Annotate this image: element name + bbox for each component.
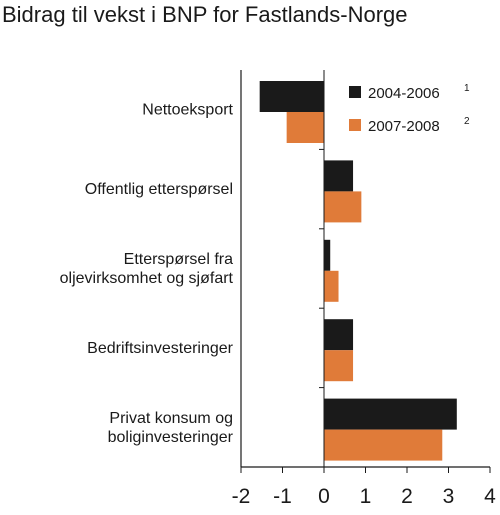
legend-label: 2007-2008 <box>368 118 440 135</box>
bar-series2 <box>324 350 354 382</box>
category-label: Etterspørsel fra <box>124 251 233 268</box>
x-tick-label: -1 <box>273 485 292 508</box>
bar-series2 <box>286 112 324 143</box>
legend-footnote-marker: 1 <box>464 83 470 94</box>
legend-label: 2004-2006 <box>368 85 440 102</box>
x-tick-label: 3 <box>443 485 455 508</box>
legend-swatch <box>349 86 361 98</box>
bar-series2 <box>324 270 339 302</box>
bar-series1 <box>324 160 354 192</box>
category-label: Nettoeksport <box>142 102 233 119</box>
bar-series1 <box>324 398 457 430</box>
bar-series1 <box>324 239 331 271</box>
category-label: oljevirksomhet og sjøfart <box>60 270 234 287</box>
bar-series1 <box>324 319 354 351</box>
category-label: boliginvesteringer <box>108 429 234 446</box>
category-label: Privat konsum og <box>109 410 233 427</box>
x-tick-label: 2 <box>401 485 413 508</box>
legend-swatch <box>349 119 361 131</box>
legend-footnote-marker: 2 <box>464 116 470 127</box>
bar-series2 <box>324 429 443 461</box>
category-label: Offentlig etterspørsel <box>85 181 233 198</box>
chart-title: Bidrag til vekst i BNP for Fastlands-Nor… <box>2 2 408 27</box>
x-tick-label: 4 <box>484 485 496 508</box>
bar-series1 <box>259 81 324 112</box>
x-tick-label: 0 <box>318 485 330 508</box>
x-tick-label: -2 <box>232 485 251 508</box>
x-tick-label: 1 <box>360 485 372 508</box>
category-label: Bedriftsinvesteringer <box>87 340 234 357</box>
bar-series2 <box>324 191 362 223</box>
